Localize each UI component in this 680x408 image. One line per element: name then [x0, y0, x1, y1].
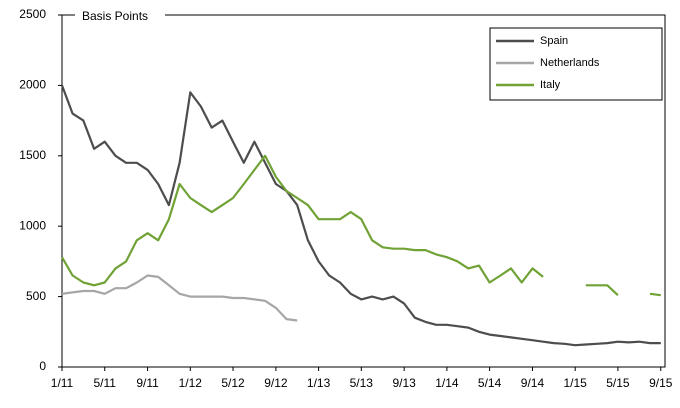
x-tick-label: 1/12	[179, 376, 203, 390]
y-tick-label: 500	[26, 289, 46, 303]
y-tick-label: 2500	[19, 7, 46, 21]
y-tick-label: 2000	[19, 78, 46, 92]
x-tick-label: 5/11	[93, 376, 116, 390]
series-line	[60, 85, 661, 347]
plot-frame	[61, 14, 666, 368]
series-line	[61, 154, 661, 297]
y-tick-label: 1500	[19, 148, 46, 162]
legend-label: Netherlands	[540, 57, 600, 69]
x-tick-label: 9/13	[392, 376, 416, 390]
y-axis-label: Basis Points	[82, 9, 148, 23]
x-tick-label: 1/13	[307, 376, 331, 390]
x-tick-label: 5/14	[478, 376, 502, 390]
x-tick-label: 1/11	[51, 376, 74, 390]
x-tick-label: 1/14	[435, 376, 459, 390]
x-tick-label: 1/15	[564, 376, 588, 390]
x-tick-label: 5/15	[606, 376, 630, 390]
y-tick-label: 1000	[19, 218, 46, 232]
legend-label: Spain	[540, 35, 568, 47]
x-tick-label: 9/14	[521, 376, 545, 390]
x-tick-label: 9/11	[136, 376, 159, 390]
x-tick-label: 5/13	[350, 376, 374, 390]
x-tick-label: 9/12	[264, 376, 288, 390]
x-tick-label: 5/12	[221, 376, 245, 390]
series-line	[61, 274, 298, 322]
y-tick-label: 0	[39, 359, 46, 373]
x-tick-label: 9/15	[649, 376, 673, 390]
legend-label: Italy	[540, 79, 561, 91]
label-bg	[75, 8, 165, 24]
